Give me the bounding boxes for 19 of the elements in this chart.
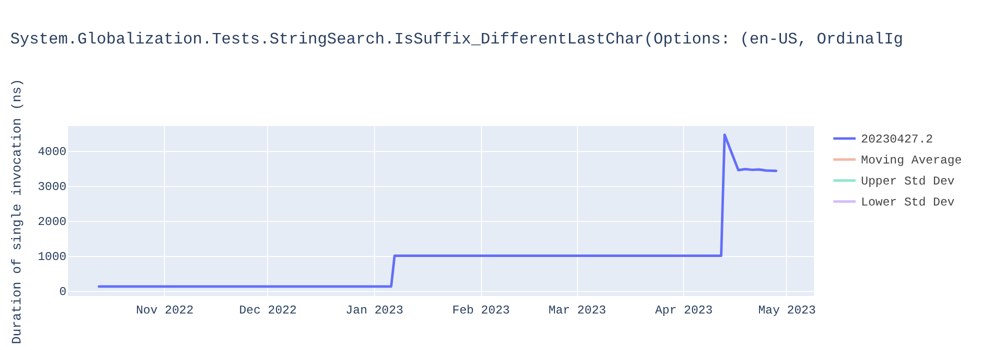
legend-label: Lower Std Dev [861, 196, 955, 210]
x-tick-label: Mar 2023 [548, 304, 606, 318]
x-tick-label: Apr 2023 [655, 304, 713, 318]
legend-label: Moving Average [861, 154, 962, 168]
y-tick-label: 0 [59, 285, 66, 300]
x-tick-label: Dec 2022 [239, 304, 297, 318]
x-tick-label: Nov 2022 [136, 304, 194, 318]
y-tick-label: 2000 [38, 215, 66, 230]
x-tick-label: Jan 2023 [346, 304, 404, 318]
y-tick-label: 3000 [38, 180, 66, 194]
x-tick-label: Feb 2023 [452, 304, 510, 318]
line-series [98, 134, 778, 288]
y-axis-title: Duration of single invocation (ns) [10, 78, 25, 344]
legend-label: 20230427.2 [861, 132, 934, 146]
x-tick-label: May 2023 [758, 304, 816, 318]
legend-label: Upper Std Dev [861, 174, 955, 188]
y-tick-label: 4000 [38, 145, 66, 160]
chart-title: System.Globalization.Tests.StringSearch.IsSuffix_DifferentLastChar(Options: (en-US, OrdinalIg [10, 30, 904, 48]
y-tick-label: 1000 [38, 250, 66, 264]
